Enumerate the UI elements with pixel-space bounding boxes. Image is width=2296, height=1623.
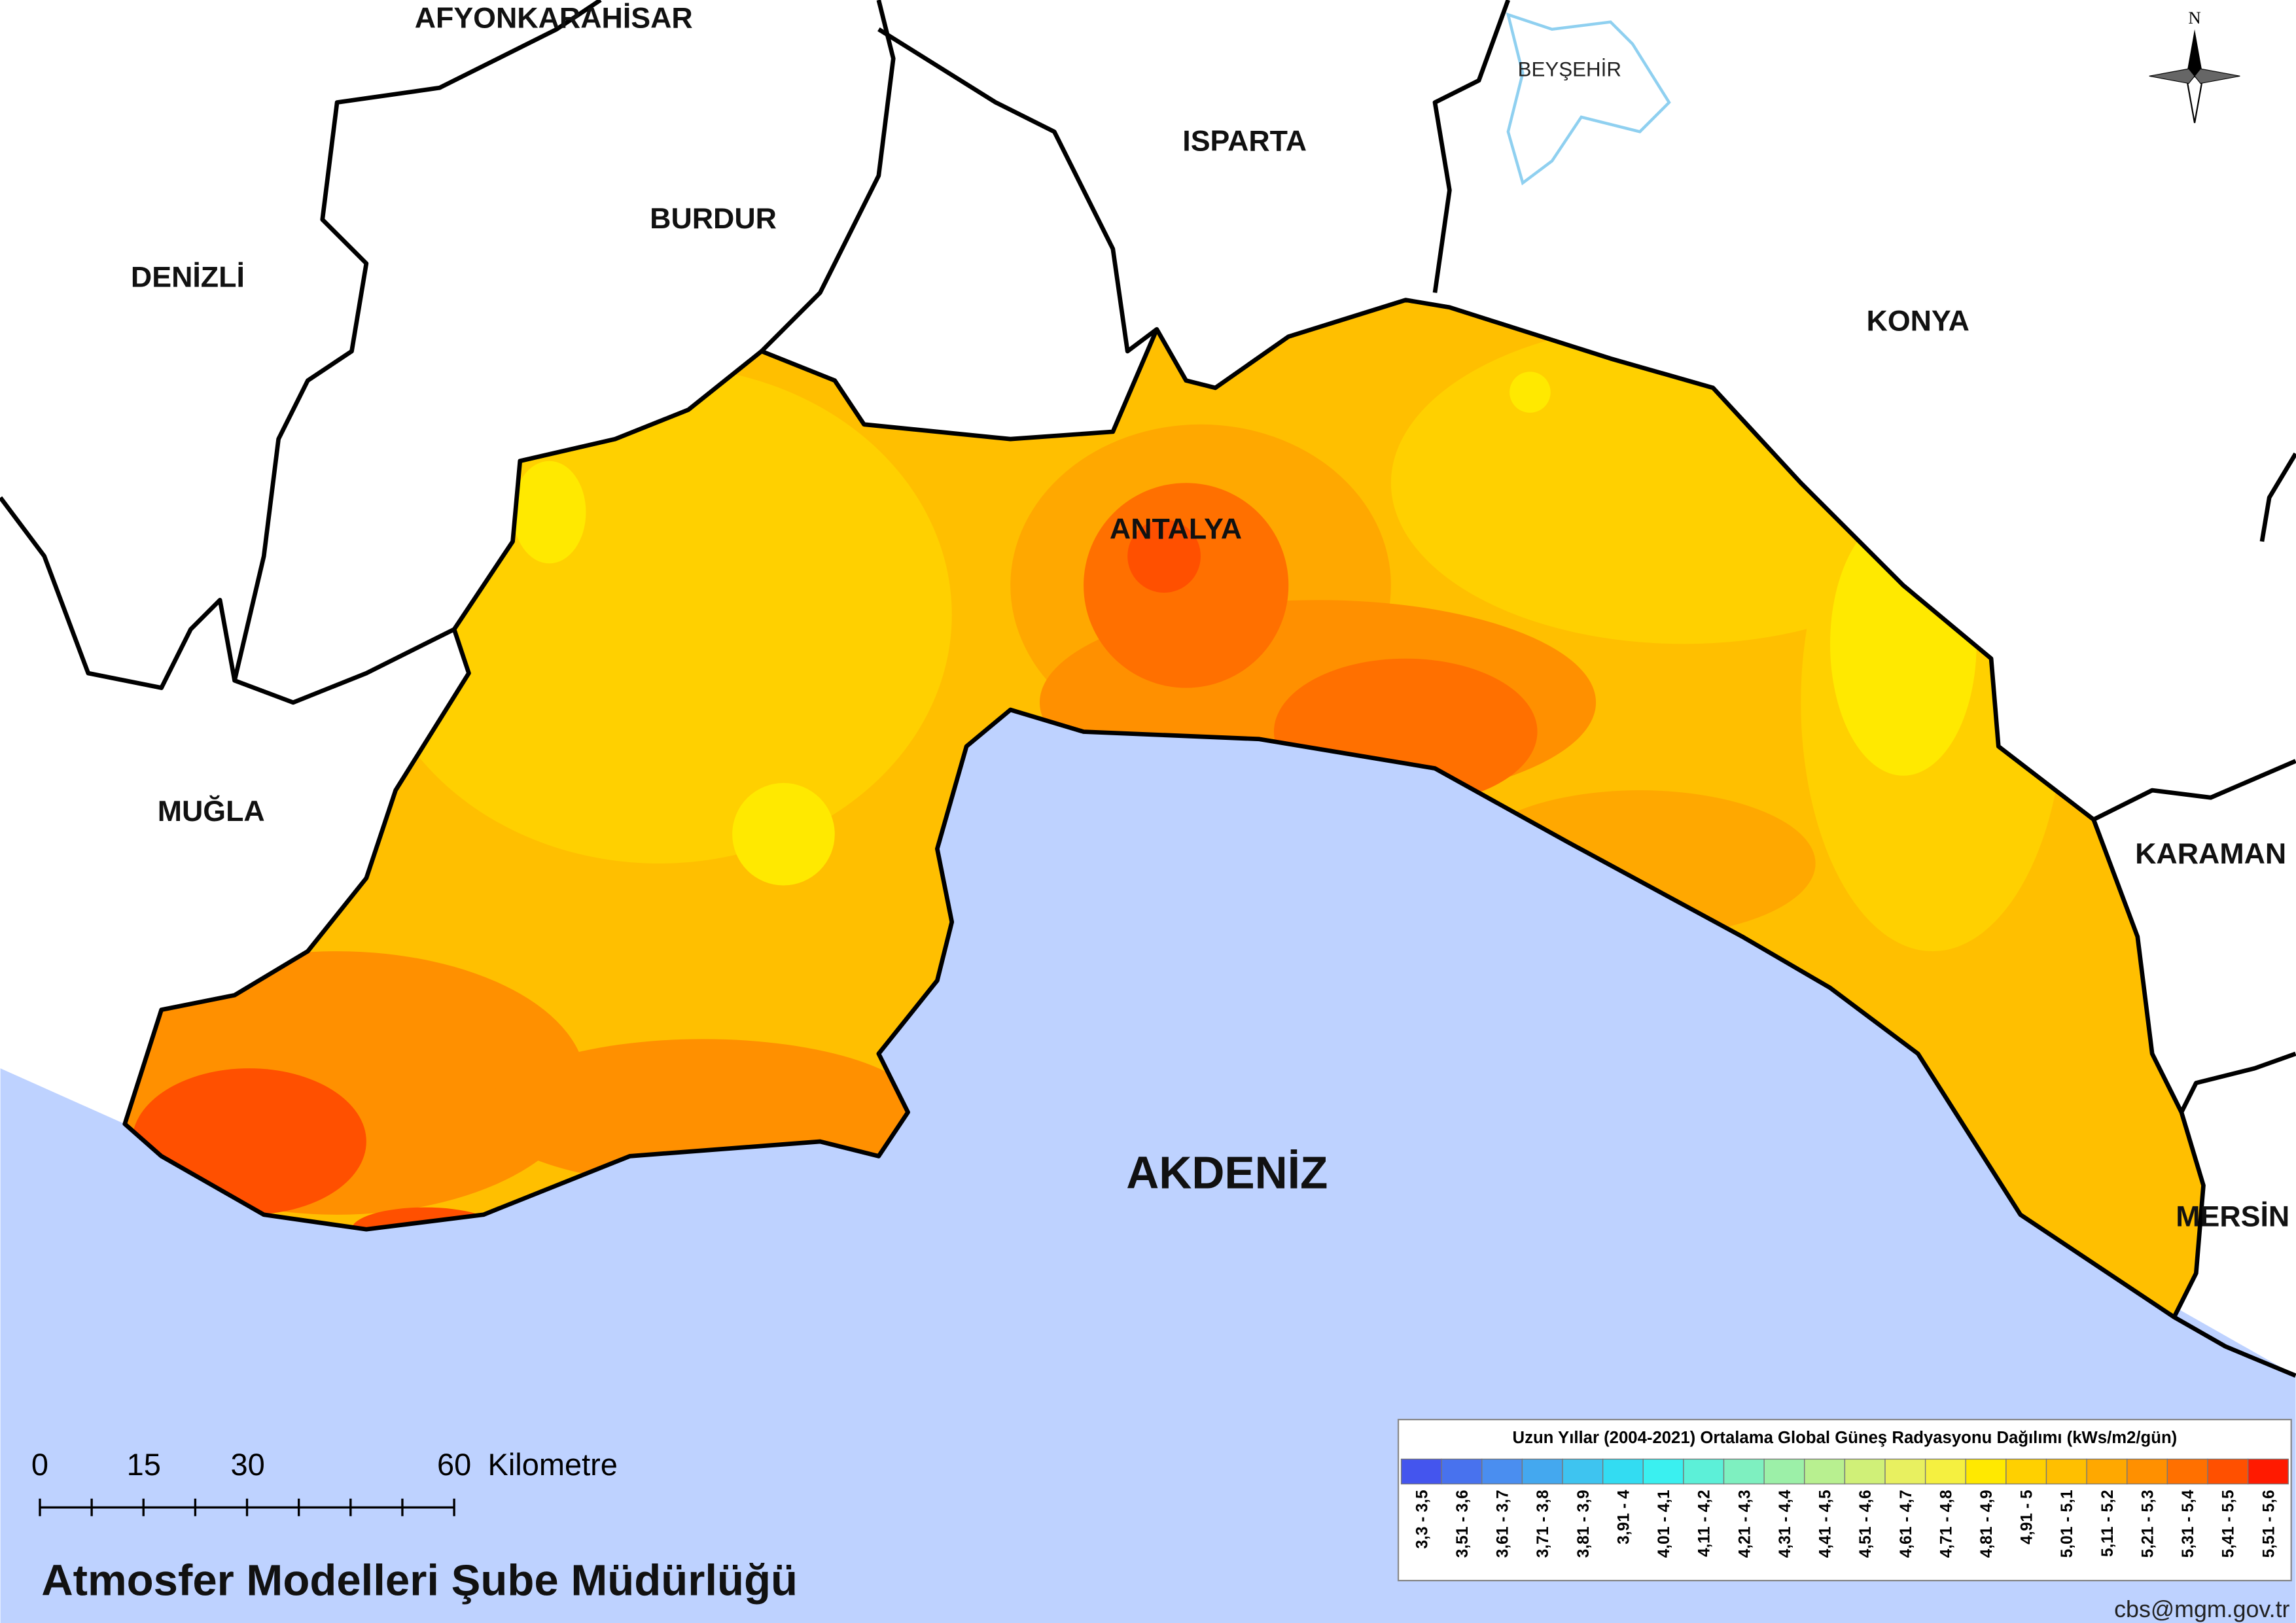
legend-swatch (1602, 1458, 1644, 1485)
legend-swatch (2005, 1458, 2047, 1485)
legend-swatch (2086, 1458, 2128, 1485)
email: cbs@mgm.gov.tr (2114, 1596, 2289, 1622)
province-label: KONYA (1867, 305, 1969, 338)
province-boundary (2093, 759, 2296, 822)
sea-label: AKDENİZ (1126, 1147, 1328, 1198)
legend-swatch (2207, 1458, 2249, 1485)
scale-label: 30 (231, 1447, 265, 1482)
legend-label: 5,51 - 5,6 (2260, 1490, 2278, 1558)
credit: Atmosfer Modelleri Şube Müdürlüğü (41, 1556, 798, 1605)
legend-label: 4,11 - 4,2 (1696, 1490, 1714, 1557)
north-label: N (2188, 8, 2200, 27)
scale-unit: Kilometre (488, 1447, 618, 1482)
legend-label: 4,91 - 5 (2019, 1490, 2036, 1544)
legend-label: 4,31 - 4,4 (1776, 1490, 1794, 1558)
legend-swatch (2166, 1458, 2208, 1485)
province-boundary (877, 27, 1158, 354)
legend-swatch (1642, 1458, 1684, 1485)
province-label: AFYONKARAHİSAR (415, 2, 693, 35)
legend-swatch (1965, 1458, 2007, 1485)
lake (1506, 12, 1671, 186)
legend-swatch (1763, 1458, 1805, 1485)
legend-swatch (1562, 1458, 1604, 1485)
legend-swatch (1521, 1458, 1563, 1485)
legend-label: 4,51 - 4,6 (1857, 1490, 1875, 1558)
legend-swatch (1844, 1458, 1886, 1485)
legend-label: 3,51 - 3,6 (1454, 1490, 1472, 1558)
province-boundary (0, 496, 455, 705)
legend-label: 3,61 - 3,7 (1494, 1490, 1512, 1558)
legend-swatch (2247, 1458, 2289, 1485)
north-arrow-cross (2149, 68, 2240, 84)
legend-label: 3,71 - 3,8 (1534, 1490, 1552, 1558)
province-label: DENİZLİ (131, 260, 245, 293)
legend-label: 4,01 - 4,1 (1655, 1490, 1673, 1558)
legend-label: 4,41 - 4,5 (1817, 1490, 1835, 1558)
legend-swatch (2127, 1458, 2168, 1485)
lake-label: BEYŞEHİR (1518, 58, 1621, 80)
legend-label: 5,01 - 5,1 (2058, 1490, 2076, 1558)
province-boundary (1432, 0, 1510, 293)
zone (732, 782, 835, 886)
province-label: KARAMAN (2135, 837, 2286, 870)
legend-swatch (1924, 1458, 1966, 1485)
legend-swatch (1441, 1458, 1483, 1485)
scale-bar: 0 15 30 60 Kilometre (31, 1447, 618, 1516)
legend-swatch (1884, 1458, 1926, 1485)
legend-swatch (1481, 1458, 1523, 1485)
legend-label: 5,41 - 5,5 (2220, 1490, 2238, 1558)
legend-label: 5,21 - 5,3 (2140, 1490, 2157, 1558)
legend-label: 3,91 - 4 (1615, 1490, 1633, 1544)
legend-label: 3,3 - 3,5 (1413, 1490, 1431, 1548)
north-arrow-head (2187, 29, 2202, 77)
legend-label: 5,31 - 5,4 (2180, 1490, 2197, 1558)
legend-swatch (2045, 1458, 2087, 1485)
legend-label: 4,71 - 4,8 (1937, 1490, 1955, 1558)
legend-label: 4,81 - 4,9 (1978, 1490, 1996, 1558)
legend: Uzun Yıllar (2004-2021) Ortalama Global … (1397, 1418, 2292, 1582)
legend-swatch (1683, 1458, 1725, 1485)
province-label: BURDUR (650, 202, 777, 235)
province-boundary (232, 0, 602, 682)
province-label: MUĞLA (158, 795, 265, 828)
legend-swatch (1400, 1458, 1442, 1485)
zone (512, 461, 586, 564)
province-boundary (760, 0, 896, 353)
province-label: MERSİN (2176, 1200, 2289, 1233)
legend-swatch (1804, 1458, 1846, 1485)
province-label: ANTALYA (1110, 512, 1242, 545)
legend-label: 4,61 - 4,7 (1898, 1490, 1915, 1558)
north-arrow: N (2149, 8, 2240, 124)
sea (0, 710, 2296, 1623)
legend-swatch (1723, 1458, 1765, 1485)
scale-label: 60 (437, 1447, 471, 1482)
legend-label: 3,81 - 3,9 (1575, 1490, 1593, 1558)
zone (1127, 519, 1201, 593)
province-label: ISPARTA (1182, 124, 1307, 157)
legend-label: 4,21 - 4,3 (1736, 1490, 1754, 1558)
legend-title: Uzun Yıllar (2004-2021) Ortalama Global … (1513, 1429, 2178, 1447)
province-boundary (2179, 1051, 2296, 1113)
scale-label: 15 (127, 1447, 161, 1482)
legend-label: 5,11 - 5,2 (2099, 1490, 2117, 1557)
legend-box (1397, 1418, 2292, 1582)
scale-label: 0 (31, 1447, 48, 1482)
province-boundary (2259, 452, 2296, 542)
zone (1510, 372, 1551, 413)
province-boundary (2173, 1315, 2296, 1378)
